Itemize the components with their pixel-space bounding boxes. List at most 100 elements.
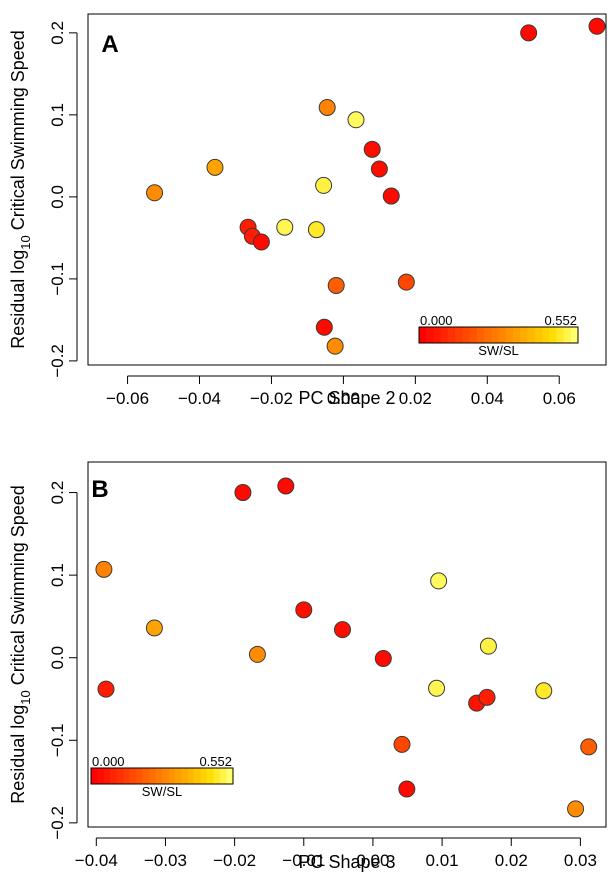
panel-b: −0.04 −0.03 −0.02 −0.01 0.00 0.01 0.02 0.03 −0.2…	[8, 461, 607, 872]
colorbar: 0.000 0.552 SW/SL	[90, 754, 234, 799]
data-point	[393, 735, 411, 753]
colorbar-title: SW/SL	[478, 343, 518, 358]
data-point	[397, 273, 415, 291]
data-point	[315, 318, 333, 336]
colorbar-band	[556, 327, 565, 343]
colorbar-band	[419, 327, 427, 343]
colorbar-band	[476, 327, 485, 343]
x-tick-label: 0.02	[399, 389, 432, 408]
colorbar-max-label: 0.552	[544, 313, 577, 328]
colorbar-band	[97, 768, 105, 784]
colorbar-band	[440, 327, 449, 343]
data-point	[580, 738, 598, 756]
colorbar-band	[123, 768, 131, 784]
data-point	[398, 780, 416, 798]
colorbar-band	[527, 327, 536, 343]
colorbar-band	[200, 768, 208, 784]
x-tick-label: 0.01	[426, 851, 459, 870]
data-point	[295, 601, 313, 619]
y-tick-label: 0.1	[48, 563, 67, 587]
data-point	[430, 572, 448, 590]
colorbar-min-label: 0.000	[92, 754, 125, 769]
data-point	[478, 688, 496, 706]
y-axis-title-suffix: Critical Swimming Speed	[8, 485, 28, 690]
data-point	[520, 24, 538, 42]
colorbar-band	[520, 327, 529, 343]
colorbar-band	[213, 768, 221, 784]
y-tick-label: −0.1	[48, 724, 67, 758]
y-tick-label: 0.0	[48, 185, 67, 209]
colorbar-band	[129, 768, 137, 784]
y-axis-title: Residual log10 Critical Swimming Speed	[8, 485, 33, 804]
colorbar-band	[187, 768, 195, 784]
colorbar-band	[570, 327, 579, 343]
data-point	[347, 111, 365, 129]
y-axis-title-prefix: Residual log	[8, 250, 28, 349]
data-point	[276, 218, 294, 236]
y-axis-title-suffix: Critical Swimming Speed	[8, 30, 28, 235]
colorbar-band	[447, 327, 456, 343]
data-point	[479, 637, 497, 655]
y-axis-title-subscript: 10	[18, 690, 33, 704]
y-tick-label: 0.2	[48, 481, 67, 505]
colorbar-band	[194, 768, 202, 784]
colorbar-band	[512, 327, 521, 343]
data-point	[374, 650, 392, 668]
x-tick-label: −0.06	[106, 389, 149, 408]
colorbar-band	[162, 768, 170, 784]
data-point	[428, 679, 446, 697]
x-tick-label: −0.02	[213, 851, 256, 870]
colorbar-band	[220, 768, 228, 784]
y-axis-title-prefix: Residual log	[8, 705, 28, 804]
colorbar-band	[142, 768, 150, 784]
data-point	[252, 233, 270, 251]
data-point	[370, 160, 388, 178]
plot-frame	[87, 461, 607, 828]
colorbar: 0.000 0.552 SW/SL	[418, 313, 579, 358]
colorbar-band	[484, 327, 492, 343]
y-tick-label: −0.2	[48, 344, 67, 378]
data-point	[234, 484, 252, 502]
data-point	[363, 140, 381, 158]
x-tick-label: 0.02	[495, 851, 528, 870]
y-axis-title-subscript: 10	[18, 235, 33, 249]
colorbar-band	[207, 768, 215, 784]
colorbar-band	[433, 327, 442, 343]
colorbar-band	[91, 768, 99, 784]
colorbar-band	[110, 768, 118, 784]
x-tick-label: −0.04	[178, 389, 221, 408]
colorbar-band	[498, 327, 507, 343]
colorbar-band	[491, 327, 500, 343]
colorbar-band	[103, 768, 111, 784]
y-tick-label: 0.2	[48, 21, 67, 45]
x-tick-label: −0.04	[75, 851, 118, 870]
x-tick-label: 0.04	[471, 389, 504, 408]
x-axis-title: PC Shape 3	[298, 852, 395, 872]
colorbar-max-label: 0.552	[199, 754, 232, 769]
colorbar-band	[534, 327, 543, 343]
data-point	[315, 176, 333, 194]
colorbar-band	[226, 768, 234, 784]
x-tick-label: −0.03	[144, 851, 187, 870]
colorbar-band	[462, 327, 471, 343]
panel-label: A	[101, 31, 118, 58]
data-point	[334, 621, 352, 639]
colorbar-band	[469, 327, 478, 343]
y-axis-title: Residual log10 Critical Swimming Speed	[8, 30, 33, 349]
colorbar-band	[168, 768, 176, 784]
colorbar-band	[155, 768, 163, 784]
data-point	[327, 276, 345, 294]
colorbar-band	[563, 327, 572, 343]
colorbar-band	[426, 327, 435, 343]
colorbar-band	[174, 768, 182, 784]
data-point	[97, 680, 115, 698]
colorbar-band	[149, 768, 157, 784]
colorbar-frame	[90, 767, 234, 785]
data-point	[567, 800, 585, 818]
data-point	[318, 98, 336, 116]
y-tick-label: −0.2	[48, 806, 67, 840]
colorbar-frame	[418, 326, 579, 344]
x-tick-label: 0.00	[356, 851, 389, 870]
y-tick-label: 0.0	[48, 646, 67, 670]
